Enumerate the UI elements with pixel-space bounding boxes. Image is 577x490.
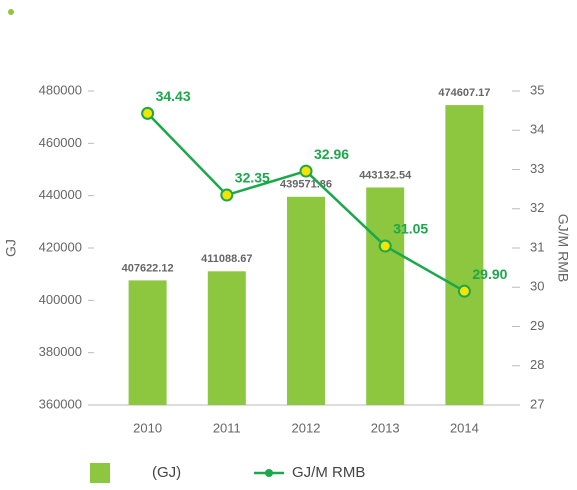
y2-tick-label: 34	[530, 122, 544, 137]
decor-dot	[8, 9, 14, 15]
bar-value-label: 443132.54	[359, 169, 412, 181]
x-tick-label: 2010	[133, 420, 162, 435]
x-tick-label: 2014	[450, 420, 479, 435]
line-marker	[378, 239, 392, 253]
line-marker	[457, 284, 471, 298]
y2-tick-label: 33	[530, 161, 544, 176]
y-tick-label: 480000	[39, 82, 82, 97]
bar	[128, 280, 167, 405]
legend-swatch-marker	[265, 469, 273, 477]
y2-tick-label: 29	[530, 318, 544, 333]
legend-label: GJ/M RMB	[292, 464, 365, 481]
line-marker	[141, 106, 155, 120]
line-value-label: 31.05	[393, 221, 428, 237]
legend-label: (GJ)	[152, 464, 181, 481]
bar	[445, 105, 484, 405]
y2-tick-label: 31	[530, 239, 544, 254]
y2-tick-label: 30	[530, 279, 544, 294]
y-tick-label: 360000	[39, 396, 82, 411]
bar	[366, 187, 405, 405]
y-tick-label: 400000	[39, 292, 82, 307]
y-tick-label: 440000	[39, 187, 82, 202]
x-tick-label: 2012	[292, 420, 321, 435]
y2-tick-label: 28	[530, 357, 544, 372]
bar-value-label: 407622.12	[122, 262, 174, 274]
y2-tick-label: 27	[530, 396, 544, 411]
y-axis-label: GJ	[3, 239, 19, 257]
line-value-label: 32.96	[314, 146, 349, 162]
y-tick-label: 420000	[39, 239, 82, 254]
line-marker	[299, 164, 313, 178]
legend-swatch	[90, 463, 110, 483]
y2-axis-label: GJ/M RMB	[555, 214, 571, 282]
line-value-label: 29.90	[472, 266, 507, 282]
bar	[287, 196, 325, 405]
line-value-label: 32.35	[235, 170, 270, 186]
y-tick-label: 380000	[39, 344, 82, 359]
bar	[207, 271, 246, 405]
line-marker	[220, 188, 234, 202]
x-tick-label: 2011	[213, 420, 241, 435]
bar-value-label: 474607.17	[438, 87, 490, 99]
y2-tick-label: 35	[530, 82, 544, 97]
line-value-label: 34.43	[156, 88, 191, 104]
y2-tick-label: 32	[530, 200, 544, 215]
y-tick-label: 460000	[39, 135, 82, 150]
bar-value-label: 411088.67	[201, 253, 252, 265]
x-tick-label: 2013	[371, 420, 400, 435]
